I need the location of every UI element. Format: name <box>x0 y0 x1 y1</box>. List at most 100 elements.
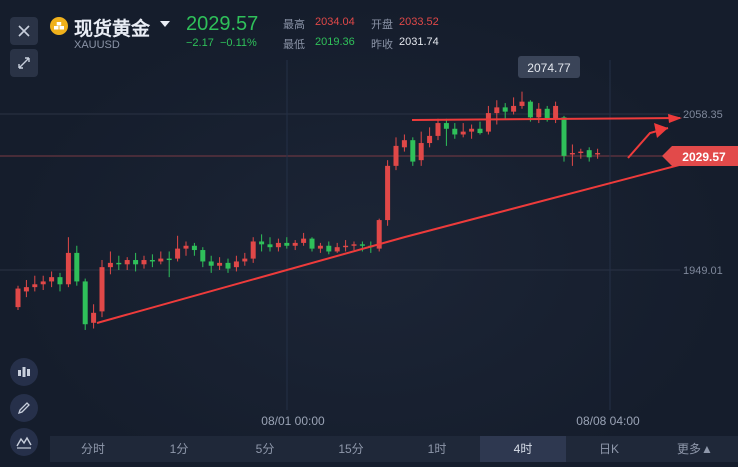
candle-body <box>32 284 38 288</box>
candle-body <box>443 123 449 129</box>
candle-body <box>494 107 500 114</box>
tab-1min[interactable]: 1分 <box>169 442 189 456</box>
tab-15min[interactable]: 15分 <box>338 442 364 456</box>
resistance-line-annotation <box>411 117 681 121</box>
candle-body <box>233 261 239 268</box>
candle-body <box>208 261 214 266</box>
candle-body <box>326 245 332 252</box>
candle-body <box>393 145 399 166</box>
candle-body <box>191 245 197 251</box>
candle-body <box>435 123 441 136</box>
candle-body <box>99 267 105 312</box>
prev-close-label: 昨收 <box>371 39 393 51</box>
max-price-marker-bg <box>518 56 580 78</box>
candle-body <box>225 262 231 269</box>
candle-body <box>23 287 29 292</box>
expand-icon <box>18 57 30 69</box>
candle-body <box>275 242 281 248</box>
close-button[interactable] <box>10 17 38 45</box>
candle-body <box>301 238 307 243</box>
current-price-tag: 2029.57 <box>682 150 726 164</box>
indicator-icon <box>18 367 30 377</box>
candle-body <box>158 258 164 262</box>
draw-button[interactable] <box>10 394 38 422</box>
gold-icon <box>50 17 68 35</box>
y-tick-label: 2058.35 <box>683 109 723 121</box>
change-absolute: −2.17 <box>186 37 214 49</box>
y-tick-label: 1949.01 <box>683 265 723 277</box>
candle-body <box>477 128 483 134</box>
candle-body <box>485 113 491 132</box>
candle-body <box>527 101 533 118</box>
candle-body <box>586 150 592 158</box>
candle-body <box>82 281 88 325</box>
open-value: 2033.52 <box>399 16 439 28</box>
close-icon <box>18 25 30 37</box>
candle-body <box>149 260 155 262</box>
candle-body <box>334 247 340 252</box>
open-label: 开盘 <box>371 19 393 31</box>
price-change: −2.17 −0.11% <box>186 37 257 49</box>
chart-type-button[interactable] <box>10 428 38 456</box>
candle-body <box>418 143 424 161</box>
instrument-symbol: XAUUSD <box>74 39 120 51</box>
low-label: 最低 <box>283 39 305 51</box>
candle-body <box>49 277 55 282</box>
max-price-marker: 2074.77 <box>527 61 571 75</box>
candle-body <box>116 262 122 265</box>
trend-line-annotation <box>96 152 726 324</box>
high-label: 最高 <box>283 19 305 31</box>
prev-close-value: 2031.74 <box>399 36 439 48</box>
candle-body <box>292 242 298 246</box>
candle-body <box>166 258 172 261</box>
candle-body <box>536 108 542 118</box>
candle-body <box>469 128 475 132</box>
tab-4hour[interactable]: 4时 <box>480 436 566 462</box>
candle-body <box>250 241 256 259</box>
candle-body <box>175 248 181 259</box>
current-price-tag-bg <box>662 146 738 166</box>
candle-body <box>242 258 248 262</box>
chevron-down-icon[interactable] <box>160 21 170 27</box>
candle-body <box>133 260 139 265</box>
timeframe-tabs: 分时 1分 5分 15分 1时 4时 日K 更多▲ <box>50 436 738 462</box>
candle-body <box>124 260 130 265</box>
candle-body <box>91 312 97 323</box>
candle-body <box>502 107 508 112</box>
candle-body <box>15 288 21 308</box>
tab-5min[interactable]: 5分 <box>255 442 275 456</box>
candle-body <box>74 252 80 282</box>
candle-body <box>57 277 63 285</box>
instrument-title[interactable]: 现货黄金 <box>74 19 151 40</box>
pen-icon <box>17 402 30 415</box>
candle-body <box>519 101 525 106</box>
candle-body <box>200 250 206 262</box>
candle-body <box>410 140 416 162</box>
candle-body <box>595 153 601 155</box>
candle-body <box>452 128 458 135</box>
x-tick-label: 08/01 00:00 <box>261 414 325 428</box>
low-value: 2019.36 <box>315 36 355 48</box>
candle-body <box>40 281 46 285</box>
x-tick-label: 08/08 04:00 <box>576 414 640 428</box>
expand-button[interactable] <box>10 49 38 77</box>
candle-body <box>544 108 550 119</box>
candle-body <box>267 244 273 248</box>
high-value: 2034.04 <box>315 16 355 28</box>
candle-body <box>343 245 349 248</box>
tab-daily[interactable]: 日K <box>598 442 619 456</box>
tab-more[interactable]: 更多▲ <box>677 442 713 456</box>
candle-body <box>284 242 290 246</box>
candle-body <box>107 262 113 268</box>
candle-body <box>259 241 265 245</box>
candle-body <box>385 165 391 221</box>
candle-body <box>183 245 189 249</box>
tab-timeshare[interactable]: 分时 <box>80 442 105 456</box>
indicator-button[interactable] <box>10 358 38 386</box>
candle-body <box>553 105 559 119</box>
candle-body <box>141 260 147 265</box>
tab-1hour[interactable]: 1时 <box>427 442 447 456</box>
candle-body <box>65 252 71 285</box>
